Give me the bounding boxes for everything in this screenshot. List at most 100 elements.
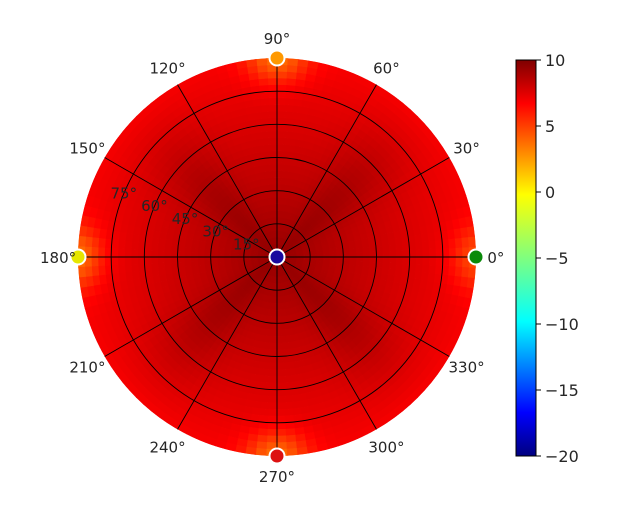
heatmap-cell — [285, 421, 296, 430]
heatmap-cell — [97, 265, 106, 277]
heatmap-cell — [157, 256, 165, 264]
heatmap-cell — [448, 237, 457, 249]
heatmap-cell — [266, 342, 273, 351]
heatmap-cell — [288, 137, 297, 146]
heatmap-cell — [117, 248, 125, 258]
heatmap-cell — [276, 117, 285, 125]
angular-tick-label: 30° — [453, 140, 480, 158]
heatmap-cell — [110, 256, 119, 266]
heatmap-cell — [276, 395, 285, 404]
colorbar-tick-label: 5 — [545, 117, 555, 136]
heatmap-cell — [259, 361, 267, 370]
heatmap-cell — [283, 124, 292, 132]
heatmap-cell — [258, 84, 269, 93]
heatmap-cell — [262, 382, 271, 390]
heatmap-cell — [151, 236, 160, 245]
heatmap-cell — [269, 110, 278, 119]
heatmap-cell — [281, 163, 288, 172]
heatmap-cell — [150, 243, 159, 252]
heatmap-cell — [388, 244, 397, 252]
heatmap-cell — [382, 244, 390, 252]
heatmap-cell — [268, 329, 274, 337]
radial-tick-label: 60° — [141, 197, 168, 215]
heatmap-cell — [124, 240, 133, 250]
heatmap-cell — [375, 261, 384, 269]
heatmap-cell — [336, 256, 344, 261]
heatmap-cell — [415, 256, 424, 265]
heatmap-cell — [448, 256, 457, 267]
heatmap-cell — [276, 143, 284, 152]
heatmap-cell — [177, 256, 185, 263]
heatmap-cell — [388, 262, 397, 270]
heatmap-cell — [382, 262, 390, 270]
heatmap-cell — [117, 264, 126, 274]
heatmap-cell — [285, 428, 297, 437]
heatmap-cell — [272, 322, 278, 331]
heatmap-cell — [78, 276, 88, 289]
heatmap-cell — [448, 247, 457, 258]
heatmap-cell — [78, 266, 87, 279]
heatmap-cell — [467, 266, 476, 279]
heatmap-cell — [271, 342, 278, 351]
heatmap-cell — [285, 91, 295, 99]
heatmap-cell — [286, 58, 299, 67]
heatmap-cell — [90, 256, 99, 268]
heatmap-cell — [285, 415, 295, 423]
angular-tick-label: 60° — [373, 59, 400, 77]
heatmap-cell — [163, 256, 172, 264]
heatmap-cell — [276, 183, 282, 192]
heatmap-cell — [260, 104, 270, 113]
heatmap-cell — [422, 248, 430, 258]
heatmap-cell — [269, 124, 278, 132]
heatmap-cell — [415, 263, 424, 273]
heatmap-cell — [287, 151, 294, 160]
heatmap-cell — [163, 250, 172, 258]
heatmap-cell — [381, 267, 390, 275]
heatmap-cell — [270, 369, 278, 377]
heatmap-cell — [272, 177, 278, 185]
colorbar-ticks: 10 5 0 −5 −10 −15 −20 — [536, 51, 579, 466]
heatmap-cell — [267, 422, 278, 430]
heatmap-cell — [111, 239, 119, 249]
heatmap-cell — [362, 251, 371, 258]
heatmap-cell — [376, 251, 384, 258]
heatmap-cell — [284, 401, 294, 410]
heatmap-cell — [276, 349, 283, 357]
heatmap-cell — [428, 264, 437, 274]
heatmap-cell — [402, 256, 410, 265]
heatmap-cell — [276, 415, 286, 424]
heatmap-cell — [255, 447, 268, 456]
angular-tick-label: 300° — [368, 439, 404, 457]
heatmap-cell — [260, 408, 270, 417]
heatmap-cell — [382, 256, 391, 264]
heatmap-cell — [235, 444, 248, 454]
heatmap-cell — [285, 84, 296, 93]
angular-tick-label: 150° — [69, 140, 105, 158]
heatmap-cell — [144, 256, 152, 265]
heatmap-cell — [389, 256, 397, 264]
heatmap-cell — [84, 236, 93, 248]
heatmap-cell — [137, 242, 146, 251]
heatmap-cell — [329, 256, 338, 261]
heatmap-cell — [464, 215, 474, 228]
heatmap-cell — [267, 335, 274, 344]
angular-tick-label: 120° — [149, 59, 185, 77]
heatmap-cell — [257, 434, 268, 443]
heatmap-cell — [80, 215, 90, 228]
heatmap-cell — [276, 190, 281, 198]
heatmap-cell — [461, 266, 470, 278]
heatmap-cell — [271, 356, 278, 364]
heatmap-cell — [267, 77, 278, 86]
heatmap-cell — [276, 130, 284, 139]
heatmap-cell — [415, 241, 424, 251]
heatmap-cell — [268, 409, 278, 417]
heatmap-cell — [271, 163, 278, 172]
heatmap-cell — [454, 266, 463, 277]
heatmap-cell — [268, 415, 278, 424]
heatmap-cell — [395, 262, 404, 271]
heatmap-cell — [97, 256, 106, 267]
heatmap-cell — [435, 265, 443, 275]
heatmap-cell — [144, 249, 152, 258]
heatmap-cell — [171, 240, 180, 247]
heatmap-cell — [464, 286, 474, 299]
